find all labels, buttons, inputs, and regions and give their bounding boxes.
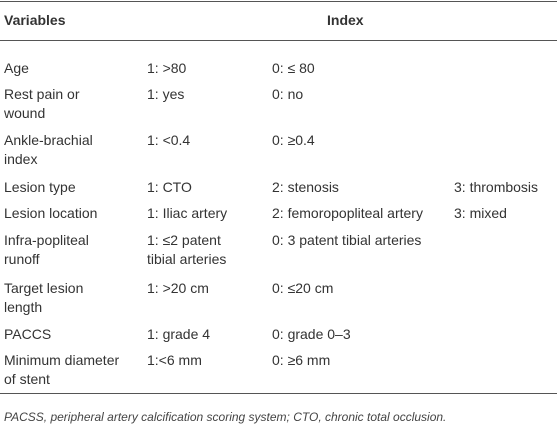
- variable-cell: of stent: [4, 371, 50, 387]
- index-cell: 1: <0.4: [147, 132, 191, 148]
- index-cell: 3: thrombosis: [454, 179, 539, 195]
- index-cell: 0: ≥0.4: [272, 132, 315, 148]
- header-rule: [0, 40, 557, 41]
- index-cell: tibial arteries: [147, 251, 227, 267]
- variable-cell: wound: [4, 105, 46, 121]
- top-rule: [0, 1, 557, 2]
- variable-cell: Lesion location: [4, 205, 98, 221]
- variable-cell: Rest pain or: [4, 86, 80, 102]
- variable-cell: length: [4, 299, 43, 315]
- index-cell: 1: CTO: [147, 179, 192, 195]
- variable-cell: PACCS: [4, 326, 52, 342]
- variable-cell: runoff: [4, 251, 40, 267]
- variable-cell: Age: [4, 60, 29, 76]
- index-cell: 1: ≤2 patent: [147, 232, 221, 248]
- variable-cell: index: [4, 151, 38, 167]
- index-cell: 2: stenosis: [272, 179, 339, 195]
- index-cell: 1: Iliac artery: [147, 205, 228, 221]
- index-cell: 0: no: [272, 86, 304, 102]
- index-cell: 1: >20 cm: [147, 280, 209, 296]
- index-cell: 3: mixed: [454, 205, 507, 221]
- index-cell: 1:<6 mm: [147, 352, 202, 368]
- index-cell: 1: >80: [147, 60, 187, 76]
- index-cell: 0: ≤ 80: [272, 60, 315, 76]
- index-cell: 1: yes: [147, 86, 185, 102]
- header-cell: Variables: [4, 12, 66, 28]
- variable-cell: Target lesion: [4, 280, 84, 296]
- header-cell: Index: [327, 12, 364, 28]
- variable-cell: Infra-popliteal: [4, 232, 89, 248]
- index-cell: 2: femoropopliteal artery: [272, 205, 423, 221]
- index-cell: 0: grade 0–3: [272, 326, 351, 342]
- index-cell: 0: ≥6 mm: [272, 352, 331, 368]
- bottom-rule: [0, 393, 557, 394]
- variable-cell: Minimum diameter: [4, 352, 120, 368]
- index-cell: 0: 3 patent tibial arteries: [272, 232, 422, 248]
- variable-cell: Ankle-brachial: [4, 132, 93, 148]
- footnote: PACSS, peripheral artery calcification s…: [4, 410, 447, 424]
- index-cell: 1: grade 4: [147, 326, 211, 342]
- variable-cell: Lesion type: [4, 179, 76, 195]
- index-cell: 0: ≤20 cm: [272, 280, 334, 296]
